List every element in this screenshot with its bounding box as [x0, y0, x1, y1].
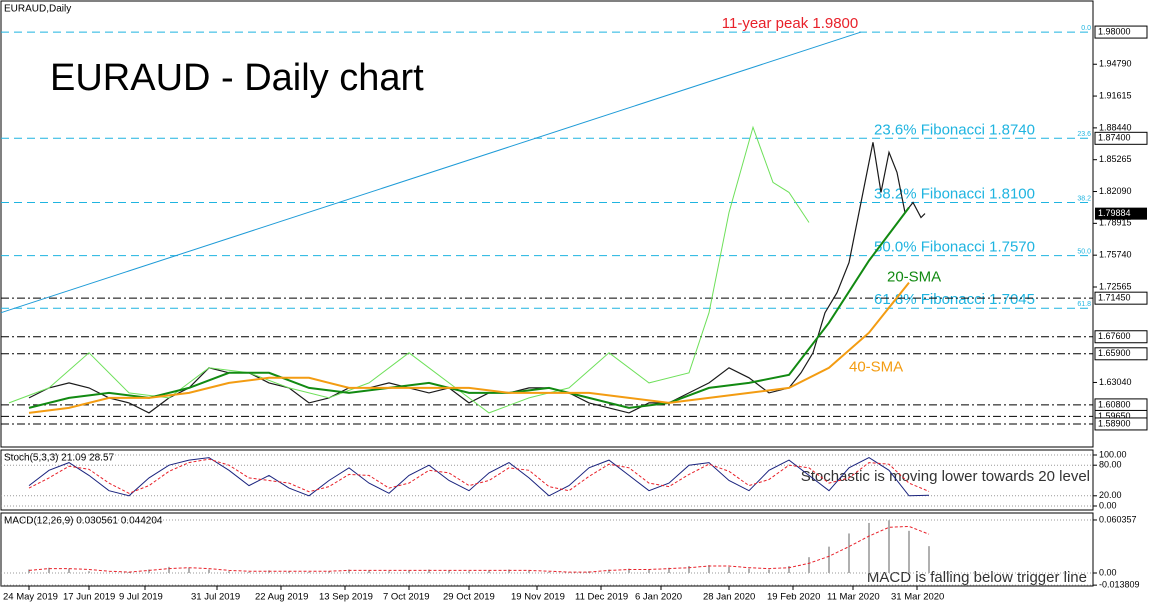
y-tick-label: 1.88440 — [1099, 122, 1132, 132]
level-label: 1.60800 — [1098, 399, 1131, 409]
y-tick-label: -0.013809 — [1099, 580, 1140, 590]
level-text: 11-year peak 1.9800 — [722, 15, 859, 32]
level-text: 23.6% Fibonacci 1.8740 — [874, 121, 1035, 138]
series-line — [28, 525, 930, 573]
series-label: 20-SMA — [887, 268, 941, 285]
x-tick-label: 28 Jan 2020 — [703, 592, 755, 603]
x-tick-label: 22 Aug 2019 — [255, 592, 308, 603]
level-label: 1.98000 — [1098, 26, 1131, 36]
level-box — [1094, 131, 1148, 145]
x-tick-label: 6 Jan 2020 — [635, 592, 682, 603]
level-box — [1094, 417, 1148, 431]
level-label: 1.87400 — [1098, 133, 1131, 143]
chart-title: EURAUD - Daily chart — [50, 57, 424, 99]
fib-tag: 0.0 — [1081, 25, 1091, 32]
macd-title: MACD(12,26,9) 0.030561 0.044204 — [4, 516, 163, 527]
y-tick-label: 0.060357 — [1099, 514, 1137, 524]
level-label: 1.71450 — [1098, 293, 1131, 303]
x-tick-label: 19 Feb 2020 — [767, 592, 820, 603]
last-price-box — [1095, 207, 1147, 220]
level-box — [1094, 25, 1148, 39]
y-tick-label: 100.00 — [1099, 449, 1127, 459]
y-tick-label: 0.00 — [1099, 567, 1117, 577]
series-line — [28, 457, 930, 497]
x-tick-label: 9 Jul 2019 — [119, 592, 163, 603]
fib-tag: 61.8 — [1077, 301, 1091, 308]
x-tick-label: 13 Sep 2019 — [319, 592, 373, 603]
level-text: 61.8% Fibonacci 1.7045 — [874, 291, 1035, 308]
y-tick-label: 1.72565 — [1099, 281, 1132, 291]
series-label: 40-SMA — [849, 359, 903, 376]
x-tick-label: 31 Mar 2020 — [891, 592, 944, 603]
series-line — [28, 281, 910, 414]
y-tick-label: 20.00 — [1099, 490, 1122, 500]
y-tick-label: 1.94790 — [1099, 59, 1132, 69]
macd-note: MACD is falling below trigger line — [867, 569, 1087, 586]
level-label: 1.67600 — [1098, 331, 1131, 341]
level-text: 50.0% Fibonacci 1.7570 — [874, 239, 1035, 256]
y-tick-label: 1.91615 — [1099, 90, 1132, 100]
level-box — [1094, 330, 1148, 344]
series-line — [28, 206, 910, 409]
stoch-title: Stoch(5,3,3) 21.09 28.57 — [4, 453, 115, 464]
level-box — [1094, 291, 1148, 305]
y-tick-label: 1.63040 — [1099, 377, 1132, 387]
x-tick-label: 31 Jul 2019 — [191, 592, 240, 603]
macd-frame — [0, 512, 1094, 587]
symbol-label: EURAUD,Daily — [4, 4, 71, 15]
stoch-note: Stochastic is moving lower towards 20 le… — [801, 468, 1090, 485]
fib-tag: 50.0 — [1077, 248, 1091, 255]
level-label: 1.58900 — [1098, 418, 1131, 428]
y-tick-label: 1.82090 — [1099, 186, 1132, 196]
x-tick-label: 11 Dec 2019 — [575, 592, 628, 603]
level-label: 1.59650 — [1098, 411, 1131, 421]
y-tick-label: 1.78915 — [1099, 218, 1132, 228]
main-frame — [0, 0, 1094, 448]
y-tick-label: 1.85265 — [1099, 154, 1132, 164]
x-tick-label: 17 Jun 2019 — [63, 592, 115, 603]
x-tick-label: 24 May 2019 — [3, 592, 58, 603]
x-tick-label: 7 Oct 2019 — [383, 592, 429, 603]
x-tick-label: 11 Mar 2020 — [827, 592, 880, 603]
fib-tag: 38.2 — [1077, 195, 1091, 202]
y-tick-label: 1.75740 — [1099, 250, 1132, 260]
level-label: 1.65900 — [1098, 348, 1131, 358]
last-price-label: 1.79884 — [1098, 208, 1131, 218]
level-text: 38.2% Fibonacci 1.8100 — [874, 185, 1035, 202]
y-tick-label: 0.00 — [1099, 500, 1117, 510]
trend-line — [0, 31, 862, 314]
fib-tag: 23.6 — [1077, 131, 1091, 138]
series-line — [28, 458, 930, 494]
level-box — [1094, 347, 1148, 361]
y-tick-label: 80.00 — [1099, 460, 1122, 470]
x-tick-label: 19 Nov 2019 — [511, 592, 565, 603]
x-tick-label: 29 Oct 2019 — [443, 592, 495, 603]
stoch-frame — [0, 449, 1094, 511]
